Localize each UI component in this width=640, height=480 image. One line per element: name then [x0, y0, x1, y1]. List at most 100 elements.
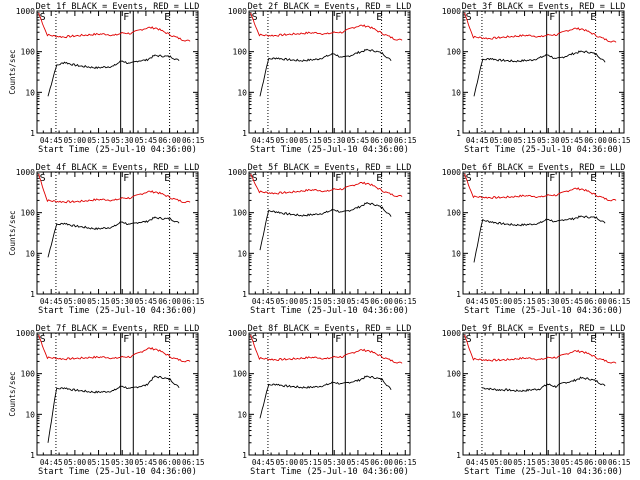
- x-tick-label: 04:45: [466, 297, 489, 306]
- y-tick-label: 10: [451, 88, 461, 97]
- x-tick-label: 06:15: [394, 458, 417, 467]
- x-tick-label: 06:00: [584, 297, 607, 306]
- marker-e: E: [164, 173, 170, 184]
- series-line-events: [259, 202, 392, 251]
- panel-title: Det 8f BLACK = Events, RED = LLD: [248, 324, 412, 334]
- series-line-events: [47, 375, 180, 443]
- marker-s: S: [466, 173, 472, 184]
- x-axis-label: Start Time (25-Jul-10 04:36:00): [38, 145, 197, 155]
- marker-f: F: [335, 334, 341, 345]
- x-tick-label: 06:15: [608, 458, 631, 467]
- x-tick-label: 06:00: [158, 136, 181, 145]
- x-tick-label: 04:45: [252, 458, 275, 467]
- y-tick-label: 10: [237, 410, 247, 419]
- x-tick-label: 06:15: [182, 458, 205, 467]
- x-tick-label: 05:15: [299, 297, 322, 306]
- plot-frame: [462, 171, 625, 295]
- y-tick-label: 1: [456, 451, 461, 460]
- plot-frame: [36, 171, 199, 295]
- marker-f: F: [335, 173, 341, 184]
- y-tick-label: 1000: [228, 7, 247, 16]
- detector-panel-9: Det 9f BLACK = Events, RED = LLD 1 10 100 10…: [442, 324, 631, 477]
- y-axis-label: Counts/sec: [8, 210, 17, 255]
- series-line-lld: [464, 12, 617, 43]
- x-tick-label: 05:15: [87, 458, 110, 467]
- marker-s: S: [40, 173, 46, 184]
- panel-title: Det 7f BLACK = Events, RED = LLD: [36, 324, 200, 334]
- y-tick-label: 1000: [442, 329, 461, 338]
- x-tick-label: 05:45: [561, 136, 584, 145]
- y-tick-label: 10: [25, 88, 35, 97]
- marker-s: S: [252, 12, 258, 23]
- series-line-events: [481, 376, 606, 393]
- plot-frame: [36, 332, 199, 456]
- y-tick-label: 100: [447, 209, 462, 218]
- x-axis-label: Start Time (25-Jul-10 04:36:00): [250, 467, 409, 477]
- marker-s: S: [466, 334, 472, 345]
- detector-panel-5: Det 5f BLACK = Events, RED = LLD 1 10 100 10…: [228, 163, 417, 316]
- series-line-events: [259, 48, 392, 97]
- y-tick-label: 100: [233, 48, 248, 57]
- x-tick-label: 05:45: [135, 458, 158, 467]
- y-tick-label: 1000: [228, 168, 247, 177]
- panel-title: Det 6f BLACK = Events, RED = LLD: [462, 163, 626, 173]
- x-axis-label: Start Time (25-Jul-10 04:36:00): [250, 145, 409, 155]
- x-tick-label: 06:00: [158, 458, 181, 467]
- x-tick-label: 04:45: [40, 297, 63, 306]
- x-tick-label: 05:45: [561, 458, 584, 467]
- x-tick-label: 05:00: [490, 136, 513, 145]
- x-tick-label: 06:00: [370, 458, 393, 467]
- x-tick-label: 05:15: [87, 136, 110, 145]
- series-line-lld: [38, 334, 191, 363]
- detector-panel-3: Det 3f BLACK = Events, RED = LLD 1 10 100 10…: [442, 2, 631, 155]
- x-tick-label: 05:30: [323, 458, 346, 467]
- y-tick-label: 1: [30, 451, 35, 460]
- series-line-events: [47, 216, 180, 258]
- plot-frame: [248, 10, 411, 134]
- x-tick-label: 05:00: [64, 458, 87, 467]
- x-tick-label: 05:45: [135, 136, 158, 145]
- x-axis-label: Start Time (25-Jul-10 04:36:00): [38, 306, 197, 316]
- x-tick-label: 05:30: [323, 297, 346, 306]
- x-tick-label: 05:30: [111, 458, 134, 467]
- detector-panel-6: Det 6f BLACK = Events, RED = LLD 1 10 100 10…: [442, 163, 631, 316]
- y-tick-label: 100: [21, 48, 36, 57]
- x-tick-label: 05:15: [299, 458, 322, 467]
- y-axis-label: Counts/sec: [8, 371, 17, 416]
- x-tick-label: 04:45: [466, 136, 489, 145]
- marker-s: S: [40, 334, 46, 345]
- x-tick-label: 05:15: [513, 458, 536, 467]
- y-tick-label: 1: [242, 129, 247, 138]
- plot-frame: [462, 332, 625, 456]
- marker-f: F: [549, 173, 555, 184]
- x-tick-label: 05:15: [87, 297, 110, 306]
- marker-f: F: [123, 173, 129, 184]
- marker-s: S: [252, 334, 258, 345]
- x-tick-label: 06:00: [584, 458, 607, 467]
- x-tick-label: 05:30: [111, 136, 134, 145]
- x-tick-label: 05:30: [537, 136, 560, 145]
- y-tick-label: 10: [451, 410, 461, 419]
- marker-e: E: [590, 12, 596, 23]
- x-tick-label: 05:00: [64, 297, 87, 306]
- plot-frame: [248, 332, 411, 456]
- series-line-lld: [250, 173, 403, 198]
- y-tick-label: 100: [21, 209, 36, 218]
- detector-panel-2: Det 2f BLACK = Events, RED = LLD 1 10 100 10…: [228, 2, 417, 155]
- marker-e: E: [376, 334, 382, 345]
- y-tick-label: 10: [237, 88, 247, 97]
- x-axis-label: Start Time (25-Jul-10 04:36:00): [250, 306, 409, 316]
- panel-title: Det 9f BLACK = Events, RED = LLD: [462, 324, 626, 334]
- x-tick-label: 06:15: [182, 136, 205, 145]
- detector-panel-4: Det 4f BLACK = Events, RED = LLD 1 10 100 10…: [8, 163, 205, 316]
- marker-e: E: [590, 334, 596, 345]
- detector-panel-1: Det 1f BLACK = Events, RED = LLD 1 10 100 10…: [8, 2, 205, 155]
- x-tick-label: 06:00: [584, 136, 607, 145]
- x-tick-label: 06:15: [608, 297, 631, 306]
- x-tick-label: 05:45: [347, 136, 370, 145]
- x-axis-label: Start Time (25-Jul-10 04:36:00): [38, 467, 197, 477]
- panel-title: Det 3f BLACK = Events, RED = LLD: [462, 2, 626, 12]
- x-tick-label: 05:30: [537, 297, 560, 306]
- x-tick-label: 05:45: [561, 297, 584, 306]
- x-tick-label: 05:00: [276, 297, 299, 306]
